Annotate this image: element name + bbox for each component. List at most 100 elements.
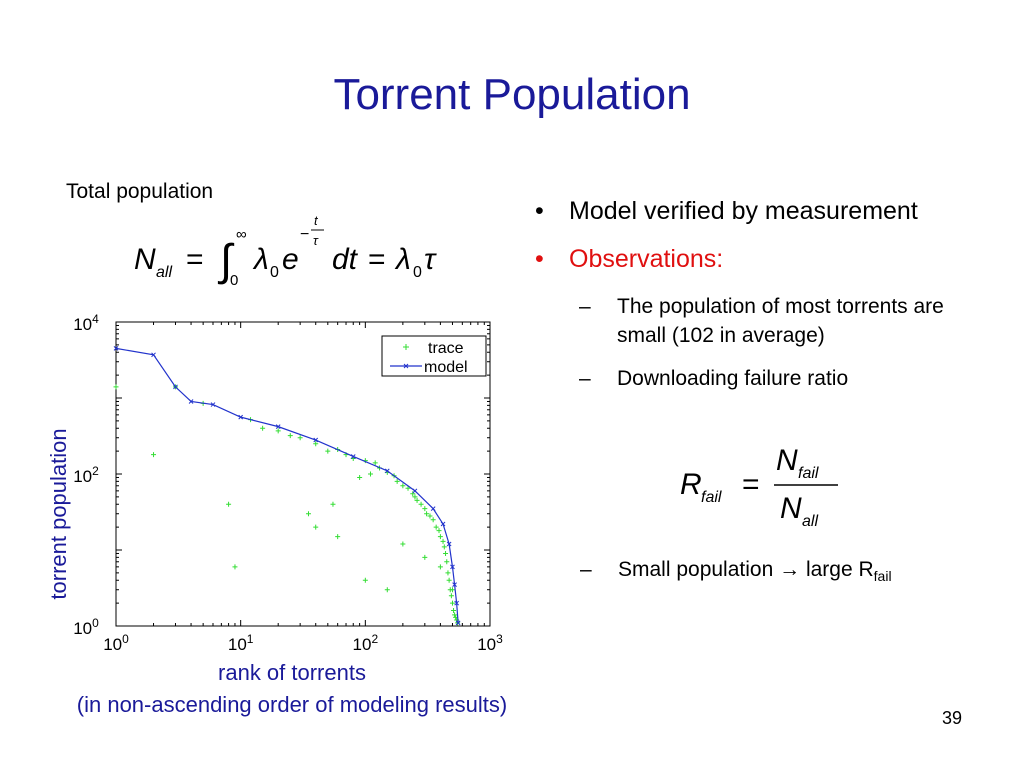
svg-text:fail: fail bbox=[701, 489, 722, 506]
svg-text:all: all bbox=[156, 264, 172, 281]
model-point bbox=[440, 521, 446, 527]
arrow-icon: → bbox=[779, 558, 801, 581]
sub-bullet-failure-ratio: Downloading failure ratio bbox=[579, 364, 995, 393]
r-fail-subscript: fail bbox=[873, 568, 892, 585]
population-chart: 100 101 102 103 100 102 104 trace model torrent… bbox=[46, 312, 507, 717]
trace-point bbox=[433, 524, 439, 530]
svg-text:dt: dt bbox=[332, 243, 359, 276]
svg-text:R: R bbox=[680, 468, 702, 501]
trace-point bbox=[448, 593, 454, 599]
svg-text:N: N bbox=[134, 243, 156, 276]
svg-text:t: t bbox=[314, 213, 319, 228]
svg-text:−: − bbox=[300, 226, 309, 243]
svg-text:τ: τ bbox=[313, 233, 319, 248]
model-point bbox=[430, 506, 436, 512]
trace-point bbox=[151, 452, 157, 458]
trace-point bbox=[232, 564, 238, 570]
svg-text:τ: τ bbox=[424, 243, 437, 276]
trace-point bbox=[400, 483, 406, 489]
trace-point bbox=[445, 570, 451, 576]
small-population-text: Small population bbox=[618, 558, 774, 581]
trace-point bbox=[260, 425, 266, 431]
model-point bbox=[275, 424, 281, 429]
model-point bbox=[113, 346, 119, 351]
trace-point bbox=[275, 428, 281, 434]
trace-point bbox=[449, 587, 455, 593]
trace-point bbox=[427, 513, 433, 519]
svg-text:N: N bbox=[780, 492, 802, 525]
model-point bbox=[173, 384, 178, 390]
model-point bbox=[454, 600, 459, 606]
legend-model-marker bbox=[403, 363, 409, 369]
model-series-line bbox=[115, 347, 459, 623]
x-axis-label: rank of torrents bbox=[218, 660, 366, 685]
svg-text:0: 0 bbox=[270, 264, 279, 281]
slide-title: Torrent Population bbox=[333, 70, 691, 119]
trace-point bbox=[452, 612, 458, 618]
total-population-label: Total population bbox=[66, 180, 214, 203]
trace-point bbox=[418, 501, 424, 507]
trace-point bbox=[437, 564, 443, 570]
trace-point bbox=[424, 511, 430, 517]
y-tick-label: 100 bbox=[73, 616, 99, 638]
trace-point bbox=[422, 506, 428, 512]
model-point bbox=[188, 399, 194, 404]
page-number: 39 bbox=[941, 708, 962, 728]
model-point bbox=[238, 414, 244, 420]
trace-point bbox=[437, 534, 443, 540]
trace-point bbox=[330, 501, 336, 507]
trace-point bbox=[441, 544, 447, 550]
trace-point bbox=[362, 577, 368, 583]
svg-text:=: = bbox=[368, 243, 386, 276]
trace-point bbox=[384, 587, 390, 593]
bullet-list: Model verified by measurement Observatio… bbox=[535, 196, 995, 407]
large-r-text: large R bbox=[805, 558, 874, 581]
svg-text:0: 0 bbox=[413, 264, 422, 281]
legend-model-label: model bbox=[424, 359, 468, 376]
svg-text:∞: ∞ bbox=[236, 226, 247, 243]
y-tick-label: 102 bbox=[73, 464, 99, 486]
svg-text:0: 0 bbox=[230, 272, 238, 289]
svg-text:fail: fail bbox=[798, 465, 819, 482]
y-tick-label: 104 bbox=[73, 312, 99, 334]
trace-point bbox=[400, 541, 406, 547]
sub-bullet-small-torrents: The population of most torrents are smal… bbox=[579, 292, 995, 350]
model-point bbox=[446, 541, 452, 547]
trace-point bbox=[372, 460, 378, 466]
legend-box bbox=[381, 335, 487, 377]
model-point bbox=[384, 468, 390, 474]
trace-point bbox=[412, 494, 418, 500]
trace-point bbox=[367, 471, 373, 477]
trace-point bbox=[357, 474, 363, 480]
failure-ratio-formula: R fail = N fail N all bbox=[680, 444, 838, 530]
svg-text:λ: λ bbox=[252, 243, 269, 276]
x-tick-label: 100 bbox=[103, 632, 129, 654]
svg-text:=: = bbox=[742, 468, 760, 501]
model-point bbox=[412, 488, 418, 494]
model-point bbox=[450, 564, 455, 570]
sub-bullet-small-population: Small population → large Rfail bbox=[580, 558, 892, 584]
trace-point bbox=[410, 491, 416, 497]
trace-point bbox=[226, 501, 232, 507]
svg-text:=: = bbox=[186, 243, 204, 276]
trace-point bbox=[422, 554, 428, 560]
model-point bbox=[455, 620, 461, 626]
svg-text:λ: λ bbox=[394, 243, 411, 276]
svg-text:e: e bbox=[282, 243, 299, 276]
legend-trace-label: trace bbox=[428, 340, 464, 357]
model-point bbox=[313, 437, 319, 443]
trace-point bbox=[313, 524, 319, 530]
trace-point bbox=[449, 600, 455, 606]
trace-point bbox=[313, 441, 319, 447]
bullet-model-verified: Model verified by measurement bbox=[535, 196, 995, 226]
trace-point bbox=[394, 478, 400, 484]
model-point bbox=[210, 402, 216, 407]
trace-point bbox=[446, 577, 452, 583]
svg-text:∫: ∫ bbox=[217, 236, 235, 285]
svg-text:all: all bbox=[802, 513, 818, 530]
trace-point bbox=[297, 435, 303, 441]
x-tick-label: 101 bbox=[228, 632, 254, 654]
trace-point bbox=[335, 534, 341, 540]
legend-trace-marker bbox=[403, 344, 409, 350]
bullet-observations: Observations: bbox=[535, 244, 995, 274]
